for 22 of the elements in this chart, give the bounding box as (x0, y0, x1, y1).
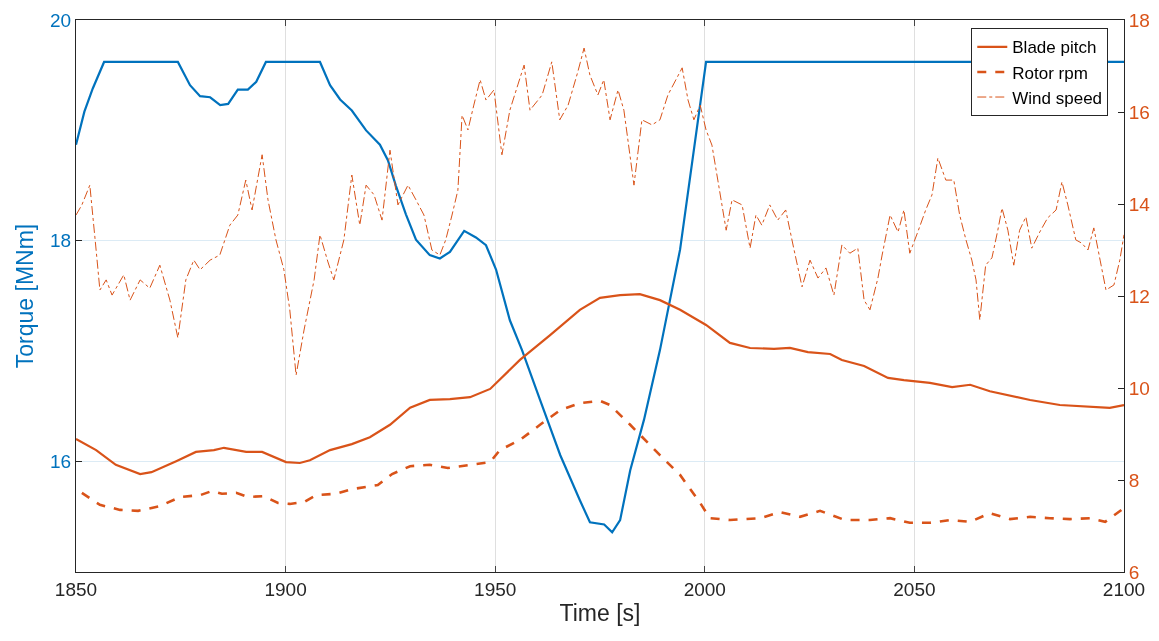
y2-tick-label: 8 (1128, 469, 1140, 491)
x-tick-label: 2050 (893, 578, 936, 600)
line-series (80, 399, 1124, 525)
x-axis-title: Time [s] (559, 600, 641, 627)
y2-tick-label: 12 (1128, 285, 1150, 307)
y-tick-label: 16 (50, 451, 72, 473)
y2-tick-label: 18 (1128, 9, 1150, 31)
legend-label: Rotor rpm (1012, 63, 1088, 83)
x-tick-label: 1850 (54, 578, 98, 600)
y2-tick-label: 16 (1128, 101, 1150, 123)
legend-label: Wind speed (1012, 88, 1103, 108)
y-tick-label: 18 (50, 230, 72, 252)
y-axis-title: Torque [MNm] (11, 223, 38, 369)
x-tick-label: 1950 (474, 578, 517, 600)
y2-tick-label: 10 (1128, 377, 1150, 399)
line-series (76, 293, 1124, 476)
y-tick-label: 20 (50, 9, 72, 31)
x-tick-label: 1900 (264, 578, 307, 600)
line-series (76, 60, 1124, 534)
legend-label: Blade pitch (1012, 38, 1097, 58)
y2-tick-label: 14 (1128, 193, 1151, 215)
x-tick-label: 2000 (683, 578, 726, 600)
